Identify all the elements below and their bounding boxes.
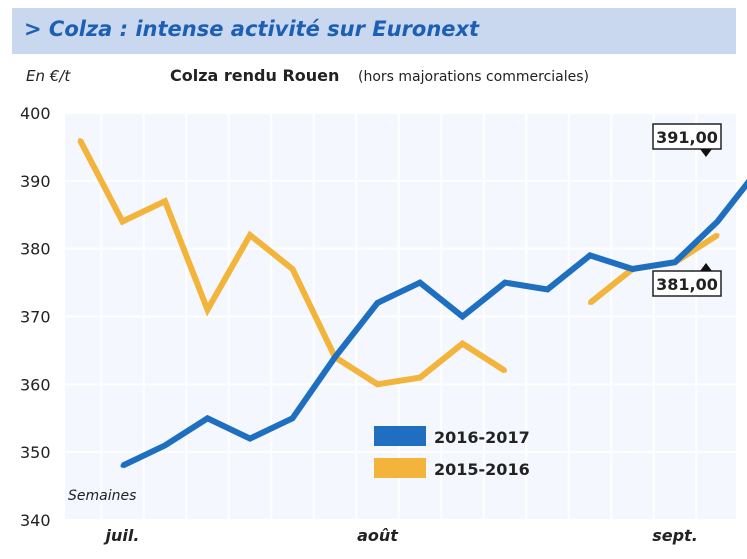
data-point-2015-2016: [290, 267, 295, 272]
data-point-2016-2017: [545, 287, 550, 292]
page-title: > Colza : intense activité sur Euronext: [24, 17, 480, 41]
series-line-2016-2017: [121, 179, 747, 469]
data-point-2016-2017: [248, 436, 252, 441]
data-point-2015-2016: [375, 382, 380, 387]
data-point-2015-2016: [588, 300, 592, 305]
data-point-2016-2017: [503, 280, 507, 285]
header-bar: > Colza : intense activité sur Euronext: [12, 8, 736, 54]
y-tick-label: 380: [20, 240, 51, 259]
legend-label-2016-2017: 2016-2017: [434, 428, 530, 447]
y-tick-label: 360: [20, 375, 51, 394]
data-point-2015-2016: [248, 233, 252, 238]
y-axis-label: En €/t: [26, 67, 71, 85]
y-tick-label: 390: [20, 172, 51, 191]
y-tick-label: 340: [20, 511, 51, 530]
annotation-381: 381,00: [656, 275, 718, 294]
data-point-2015-2016: [78, 138, 82, 143]
legend-swatch-2015-2016: [374, 458, 426, 478]
annotation-391: 391,00: [656, 128, 718, 147]
data-point-2016-2017: [375, 300, 380, 305]
data-point-2016-2017: [460, 314, 465, 319]
x-tick-label: août: [357, 526, 399, 545]
y-tick-label: 350: [20, 443, 51, 462]
data-point-2016-2017: [290, 416, 295, 421]
x-tick-label: juil.: [103, 526, 140, 545]
data-point-2016-2017: [418, 280, 422, 285]
data-point-2015-2016: [460, 341, 465, 346]
data-point-2015-2016: [418, 375, 422, 380]
chart-subtitle: (hors majorations commerciales): [358, 69, 589, 85]
data-point-2015-2016: [120, 219, 125, 224]
legend-label-2015-2016: 2015-2016: [434, 460, 530, 479]
y-tick-label: 370: [20, 308, 51, 327]
annotation-callout-low: 381,00: [652, 263, 722, 297]
data-point-2016-2017: [163, 443, 167, 448]
x-axis-label: Semaines: [68, 488, 136, 504]
data-point-2016-2017: [333, 355, 337, 360]
data-point-2016-2017: [120, 463, 125, 468]
data-point-2016-2017: [630, 267, 635, 272]
data-point-2015-2016: [503, 368, 507, 373]
series-layer: [77, 138, 747, 469]
data-point-2015-2016: [205, 307, 210, 312]
grid-lines: [65, 112, 740, 521]
data-point-2015-2016: [163, 199, 167, 204]
data-point-2015-2016: [715, 233, 720, 238]
legend-swatch-2016-2017: [374, 426, 426, 446]
chart-title: Colza rendu Rouen: [170, 66, 339, 85]
data-point-2016-2017: [588, 253, 592, 258]
data-point-2016-2017: [205, 416, 210, 421]
y-tick-label: 400: [20, 104, 51, 123]
data-point-2016-2017: [673, 260, 677, 265]
legend: 2016-2017 2015-2016: [374, 426, 530, 479]
annotation-callout-high: 391,00: [652, 123, 722, 157]
data-point-2016-2017: [715, 219, 720, 224]
x-tick-label: sept.: [652, 526, 698, 545]
